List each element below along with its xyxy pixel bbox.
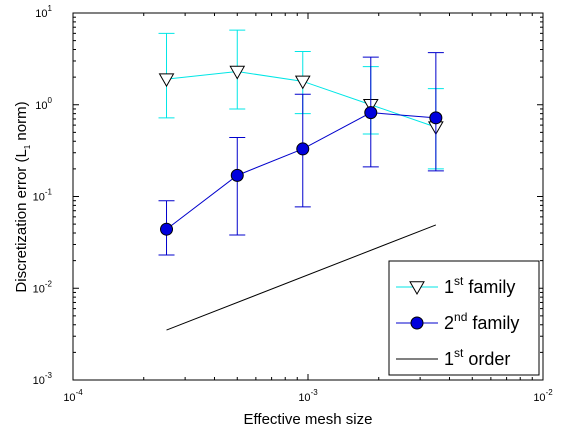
x-tick-label: 10-3 [298, 388, 318, 404]
y-tick-label: 101 [35, 4, 52, 20]
y-tick-label: 10-3 [33, 371, 53, 387]
legend-label: 1st order [444, 346, 510, 369]
series-3 [166, 224, 437, 331]
data-point [296, 142, 310, 156]
data-point [230, 168, 244, 182]
data-point [158, 73, 175, 88]
series-layer [158, 29, 444, 331]
data-point [294, 75, 311, 90]
legend-item-1: 1st family [396, 274, 515, 297]
y-tick-label: 100 [35, 96, 52, 112]
data-point [429, 111, 443, 125]
legend-item-3: 1st order [396, 346, 510, 369]
x-tick-label: 10-2 [533, 388, 553, 404]
legend: 1st family 2nd family 1st order [388, 260, 540, 376]
series-line [166, 224, 437, 331]
x-axis-label: Effective mesh size [244, 411, 373, 428]
legend-item-2: 2nd family [396, 310, 519, 333]
data-point [160, 222, 174, 236]
x-tick-label: 10-4 [63, 388, 83, 404]
y-axis-label-subscript: 1 [23, 144, 32, 149]
ticks-layer: 10-4 10-3 10-2 10-3 10-2 10-1 100 101 [33, 4, 554, 404]
y-tick-label: 10-1 [33, 188, 53, 204]
data-point [364, 106, 378, 120]
legend-box [388, 260, 540, 376]
y-axis-label: Discretization error (L1 norm) [13, 101, 32, 292]
legend-label: 1st family [444, 274, 515, 297]
legend-label: 2nd family [444, 310, 519, 333]
data-point [229, 65, 246, 80]
series-2 [158, 52, 444, 256]
y-tick-label: 10-2 [33, 279, 53, 295]
legend-marker [409, 281, 425, 296]
legend-marker [410, 316, 424, 330]
